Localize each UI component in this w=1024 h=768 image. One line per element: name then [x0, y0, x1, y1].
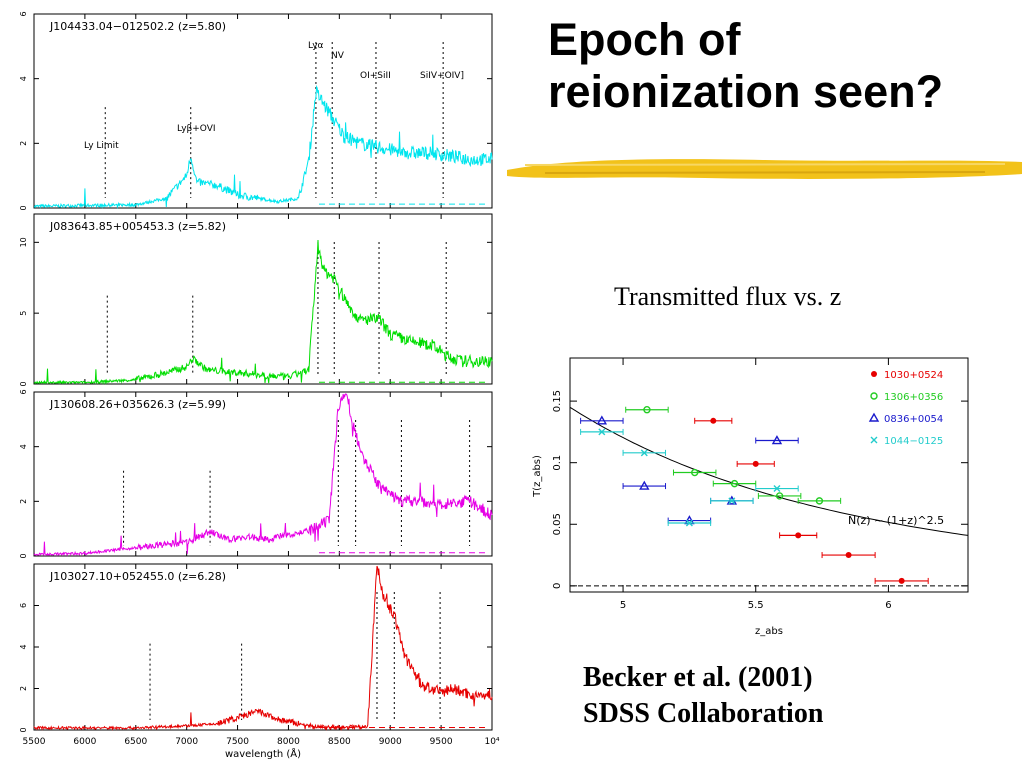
scatter-plot-frame — [569, 357, 969, 593]
data-point — [728, 497, 736, 505]
y-tick-label: 4 — [19, 644, 28, 649]
x-tick-label: 8500 — [328, 737, 351, 747]
legend-marker — [868, 412, 880, 422]
y-tick-label: 4 — [19, 76, 28, 81]
highlighter-stroke-icon — [507, 159, 1022, 179]
y-axis-label: T(z_abs) — [532, 455, 543, 498]
data-point — [639, 480, 650, 490]
emission-line-label: Lyβ+OVI — [177, 124, 216, 134]
spectrum-panel-title: J130608.26+035626.3 (z=5.99) — [49, 398, 226, 411]
scatter-caption: Transmitted flux vs. z — [614, 282, 842, 311]
emission-line-label: Lyα — [308, 41, 324, 51]
x-tick-label: 9000 — [379, 737, 402, 747]
legend-marker — [871, 371, 877, 377]
data-point — [685, 519, 693, 527]
x-tick-label: 6500 — [124, 737, 147, 747]
data-point — [643, 406, 651, 414]
spectrum-series-line — [33, 393, 493, 557]
y-tick-label: 4 — [19, 444, 28, 449]
legend-label: 1044−0125 — [884, 436, 943, 447]
x-tick-label: 7000 — [175, 737, 198, 747]
emission-line-label: OI+SiII — [360, 71, 391, 81]
emission-line-label: NV — [331, 51, 345, 61]
x-axis-label: z_abs — [755, 626, 783, 637]
spectrum-panel-frame — [33, 213, 493, 385]
legend-label: 1030+0524 — [884, 370, 943, 381]
legend-label: 1306+0356 — [884, 392, 943, 403]
y-tick-label: 0 — [19, 727, 28, 732]
x-tick-label: 10⁴ — [484, 737, 499, 747]
data-point — [691, 468, 699, 477]
y-tick-label: 0 — [19, 381, 28, 386]
spectrum-panel-frame — [33, 13, 493, 209]
data-point — [730, 479, 739, 488]
data-point — [598, 428, 606, 436]
data-point — [795, 532, 802, 539]
y-tick-label: 6 — [19, 11, 28, 16]
data-point — [815, 497, 824, 505]
model-curve-label: N(z) ~ (1+z)^2.5 — [848, 514, 944, 527]
y-tick-label: 2 — [19, 686, 28, 691]
y-tick-label: 0 — [19, 553, 28, 558]
y-tick-label: 5 — [19, 311, 28, 316]
spectrum-panel-frame — [33, 391, 493, 557]
x-tick-label: 5 — [620, 600, 626, 611]
x-tick-label: 6 — [885, 600, 891, 611]
y-tick-label: 6 — [19, 389, 28, 394]
y-tick-label: 0.05 — [552, 513, 563, 535]
model-curve-line — [569, 406, 969, 536]
page-title-line-1: Epoch of — [548, 14, 741, 65]
legend-marker — [870, 392, 878, 400]
quasar-spectra-chart: 0 2 4 6 J104433.04−012502.2 (z=5.80) 0 5 10 J083… — [19, 11, 500, 760]
y-tick-label: 2 — [19, 499, 28, 504]
page-title: Epoch of reionization seen? — [548, 14, 943, 118]
data-point — [898, 577, 905, 584]
emission-line-label: SiIV+OIV] — [420, 71, 464, 81]
x-tick-label: 6000 — [73, 737, 96, 747]
x-tick-label: 8000 — [277, 737, 300, 747]
data-point — [773, 485, 781, 493]
data-point — [640, 449, 648, 457]
spectrum-panel-frame — [33, 563, 493, 731]
spectrum-series-line — [33, 565, 493, 731]
citation-line-2: SDSS Collaboration — [583, 698, 824, 729]
x-tick-label: 5.5 — [748, 600, 764, 611]
y-tick-label: 0 — [19, 205, 28, 210]
y-tick-label: 2 — [19, 141, 28, 146]
x-axis-label: wavelength (Å) — [225, 747, 301, 760]
y-tick-label: 0.15 — [552, 390, 563, 412]
legend-label: 0836+0054 — [884, 414, 943, 425]
spectrum-panel-title: J103027.10+052455.0 (z=6.28) — [49, 570, 226, 583]
spectrum-panel-title: J083643.85+005453.3 (z=5.82) — [49, 220, 226, 233]
legend-marker — [870, 436, 878, 444]
data-point — [775, 492, 784, 500]
y-tick-label: 10 — [19, 237, 28, 247]
x-tick-label: 9500 — [430, 737, 453, 747]
page-title-line-2: reionization seen? — [548, 66, 944, 117]
data-point — [710, 417, 717, 424]
spectrum-panel-title: J104433.04−012502.2 (z=5.80) — [49, 20, 226, 33]
transmitted-flux-chart: 5 5.5 6 0 0.05 0.1 0.15 z_abs T(z_abs) N(z) ~ (1+… — [532, 357, 969, 637]
y-tick-label: 0 — [552, 583, 563, 589]
y-tick-label: 6 — [19, 603, 28, 608]
data-point — [845, 552, 852, 559]
data-point — [752, 460, 759, 467]
data-point — [596, 415, 608, 425]
x-tick-label: 7500 — [226, 737, 249, 747]
x-tick-label: 5500 — [23, 737, 46, 747]
spectrum-series-line — [34, 239, 493, 385]
emission-line-label: Ly Limit — [84, 141, 119, 151]
spectrum-series-line — [34, 84, 493, 209]
citation-line-1: Becker et al. (2001) — [583, 662, 813, 693]
citation: Becker et al. (2001) SDSS Collaboration — [583, 660, 823, 732]
y-tick-label: 0.1 — [552, 455, 563, 471]
data-point — [771, 435, 783, 445]
